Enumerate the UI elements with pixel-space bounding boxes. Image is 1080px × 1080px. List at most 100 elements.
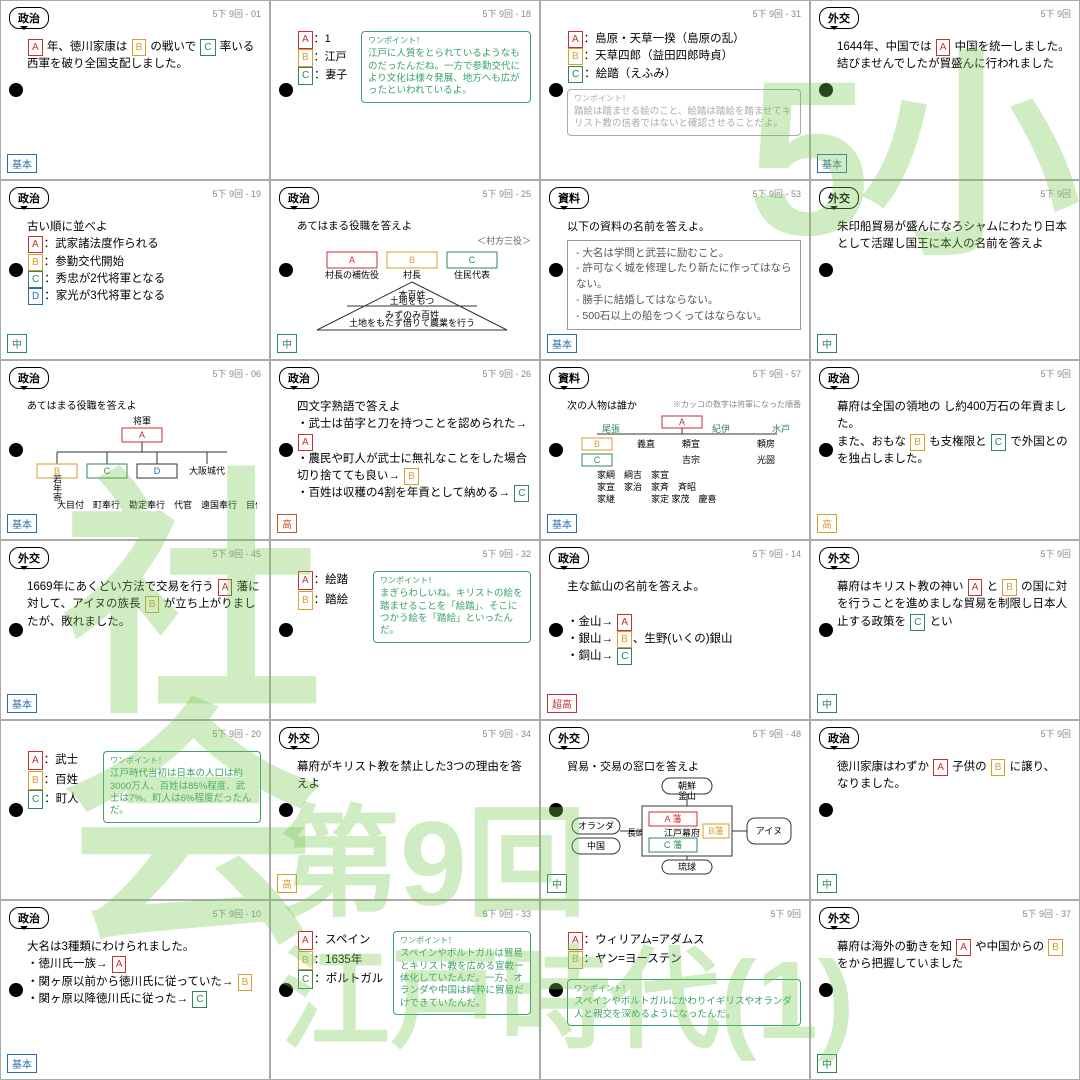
level-badge	[547, 874, 567, 893]
card-number: 5下 9回 - 45	[212, 547, 261, 560]
category-bubble: 政治	[549, 547, 589, 569]
card-number: 5下 9回 - 26	[482, 367, 531, 380]
svg-text:家継 家定 家茂 慶喜: 家継 家定 家茂 慶喜	[597, 493, 717, 504]
card-number: 5下 9回 - 06	[212, 367, 261, 380]
category-bubble: 資料	[549, 367, 589, 389]
flashcard: 外交 5下 9回 1644年、中国では 中国を統一しました。結びませんでしたが貿盛ん…	[810, 0, 1080, 180]
card-number: 5下 9回 - 18	[482, 7, 531, 20]
card-number: 5下 9回 - 48	[752, 727, 801, 740]
svg-text:朝鮮: 朝鮮	[678, 780, 696, 791]
svg-text:B藩: B藩	[708, 825, 723, 836]
category-bubble: 政治	[279, 187, 319, 209]
svg-text:C: C	[594, 455, 601, 465]
card-body: あてはまる役職を答えよ将軍AB若年寄CD大阪城代大目付 町奉行 勘定奉行 代官 …	[27, 399, 261, 514]
level-badge	[817, 874, 837, 893]
svg-text:D: D	[154, 466, 161, 476]
card-number: 5下 9回 - 32	[482, 547, 531, 560]
svg-text:A: A	[679, 417, 685, 427]
level-badge	[817, 694, 837, 713]
punch-hole	[9, 443, 23, 457]
flashcard: 政治5下 9回 - 06あてはまる役職を答えよ将軍AB若年寄CD大阪城代大目付 …	[0, 360, 270, 540]
svg-text:頼房: 頼房	[757, 438, 775, 449]
svg-text:村長: 村長	[403, 269, 421, 280]
svg-text:琉球: 琉球	[678, 861, 696, 872]
level-badge	[817, 334, 837, 353]
svg-text:義直: 義直	[637, 438, 655, 449]
level-badge	[7, 334, 27, 353]
card-number: 5下 9回 - 19	[212, 187, 261, 200]
card-body: 幕府がキリスト教を禁止した3つの理由を答えよ	[297, 759, 531, 794]
card-number: 5下 9回	[1040, 547, 1071, 560]
flashcard: 5下 9回 - 32 ：絵踏：踏絵ワンポイント！まぎらわしいね。キリストの絵を踏ま…	[270, 540, 540, 720]
level-badge	[547, 334, 577, 353]
card-body: ：絵踏：踏絵ワンポイント！まぎらわしいね。キリストの絵を踏ませることを「絵踏」、…	[297, 571, 531, 643]
card-body: ：1：江戸：妻子ワンポイント！江戸に人質をとられているようなものだったんだね。一…	[297, 31, 531, 103]
flashcard: 5下 9回 - 18 ：1：江戸：妻子ワンポイント！江戸に人質をとられているような…	[270, 0, 540, 180]
flashcard: 政治5下 9回徳川家康はわずか 子供の に譲り、なりました。	[810, 720, 1080, 900]
card-body: 幕府はキリスト教の神い と の国に対を行うことを進めましな貿易を制限し日本人止す…	[837, 579, 1071, 631]
flashcard: 外交5下 9回幕府はキリスト教の神い と の国に対を行うことを進めましな貿易を制…	[810, 540, 1080, 720]
flashcard: 政治5下 9回 - 25あてはまる役職を答えよ＜村方三役＞ABC村長の補佐役村長…	[270, 180, 540, 360]
svg-text:A 藩: A 藩	[664, 813, 681, 824]
category-bubble: 政治	[279, 367, 319, 389]
card-body: 主な鉱山の名前を答えよ。・金山→ ・銀山→ 、生野(いくの)銀山・銅山→	[567, 579, 801, 665]
card-number: 5下 9回	[1040, 367, 1071, 380]
svg-text:C: C	[104, 466, 111, 476]
level-badge	[817, 1054, 837, 1073]
punch-hole	[279, 443, 293, 457]
category-bubble: 政治	[9, 187, 49, 209]
flashcard: 5下 9回 - 33：スペイン：1635年：ポルトガルワンポイント！スペインやポ…	[270, 900, 540, 1080]
punch-hole	[549, 83, 563, 97]
card-body: あてはまる役職を答えよ＜村方三役＞ABC村長の補佐役村長住民代表本百姓土地をもつ…	[297, 219, 531, 336]
punch-hole	[9, 983, 23, 997]
punch-hole	[819, 623, 833, 637]
card-number: 5下 9回	[1040, 187, 1071, 200]
category-bubble: 政治	[819, 367, 859, 389]
card-body: ：島原・天草一揆（島原の乱）：天草四郎（益田四郎時貞）：絵踏（えふみ）ワンポイン…	[567, 31, 801, 136]
punch-hole	[819, 263, 833, 277]
card-body: 次の人物は誰か ※カッコの数字は将軍になった順番A尾張紀伊水戸B義直頼宣頼房C吉…	[567, 399, 801, 514]
flashcard: 政治5下 9回 - 19古い順に並べよ：武家諸法度作られる：参勤交代開始：秀忠が…	[0, 180, 270, 360]
punch-hole	[279, 623, 293, 637]
level-badge	[277, 874, 297, 893]
svg-text:A: A	[349, 255, 355, 265]
flashcard: 政治5下 9回幕府は全国の領地の し約400万石の年貢ました。また、おもな も支…	[810, 360, 1080, 540]
flashcard: 外交5下 9回 - 34幕府がキリスト教を禁止した3つの理由を答えよ	[270, 720, 540, 900]
flashcard: 外交5下 9回 - 48貿易・交易の窓口を答えよ朝鮮釜山オランダ中国長崎A 藩江…	[540, 720, 810, 900]
level-badge	[7, 154, 37, 173]
category-bubble: 資料	[549, 187, 589, 209]
category-bubble: 政治	[9, 367, 49, 389]
flashcard: 政治 5下 9回 - 26 四文字熟語で答えよ・武士は苗字と刀を持つことを認められた…	[270, 360, 540, 540]
card-number: 5下 9回	[1040, 7, 1071, 20]
svg-text:光圀: 光圀	[757, 454, 775, 465]
card-body: ：スペイン：1635年：ポルトガルワンポイント！スペインやポルトガルは貿易とキリ…	[297, 931, 531, 1015]
level-badge	[547, 694, 577, 713]
punch-hole	[549, 803, 563, 817]
flashcard: 5下 9回 ：ウィリアム=アダムス：ヤン=ヨーステンワンポイント！スペインやポルト…	[540, 900, 810, 1080]
category-bubble: 外交	[819, 7, 859, 29]
punch-hole	[819, 443, 833, 457]
category-bubble: 政治	[9, 7, 49, 29]
svg-text:土地をもつ: 土地をもつ	[390, 295, 435, 306]
level-badge	[817, 514, 837, 533]
category-bubble: 外交	[819, 187, 859, 209]
flashcard: 資料5下 9回 - 53以下の資料の名前を答えよ。- 大名は学問と武芸に励むこと…	[540, 180, 810, 360]
svg-text:大阪城代: 大阪城代	[189, 465, 225, 476]
svg-text:村長の補佐役: 村長の補佐役	[325, 269, 379, 280]
card-number: 5下 9回 - 20	[212, 727, 261, 740]
card-body: 1644年、中国では 中国を統一しました。結びませんでしたが貿盛んに行われました	[837, 39, 1071, 74]
punch-hole	[819, 83, 833, 97]
svg-text:A: A	[139, 430, 145, 440]
svg-text:中国: 中国	[587, 840, 605, 851]
card-number: 5下 9回 - 10	[212, 907, 261, 920]
card-number: 5下 9回	[770, 907, 801, 920]
card-number: 5下 9回 - 34	[482, 727, 531, 740]
card-body: 四文字熟語で答えよ・武士は苗字と刀を持つことを認められた→ ・農民や町人が武士に…	[297, 399, 531, 503]
card-body: 1669年にあくどい方法で交易を行う 藩に対して、アイヌの族長 が立ち上がりまし…	[27, 579, 261, 631]
card-body: ：ウィリアム=アダムス：ヤン=ヨーステンワンポイント！スペインやポルトガルにかわ…	[567, 931, 801, 1026]
card-body: 徳川家康はわずか 子供の に譲り、なりました。	[837, 759, 1071, 794]
flashcard: 5下 9回 - 20：武士：百姓：町人ワンポイント！江戸時代当初は日本の人口は約…	[0, 720, 270, 900]
punch-hole	[819, 803, 833, 817]
svg-text:頼宣: 頼宣	[682, 438, 700, 449]
card-number: 5下 9回 - 57	[752, 367, 801, 380]
